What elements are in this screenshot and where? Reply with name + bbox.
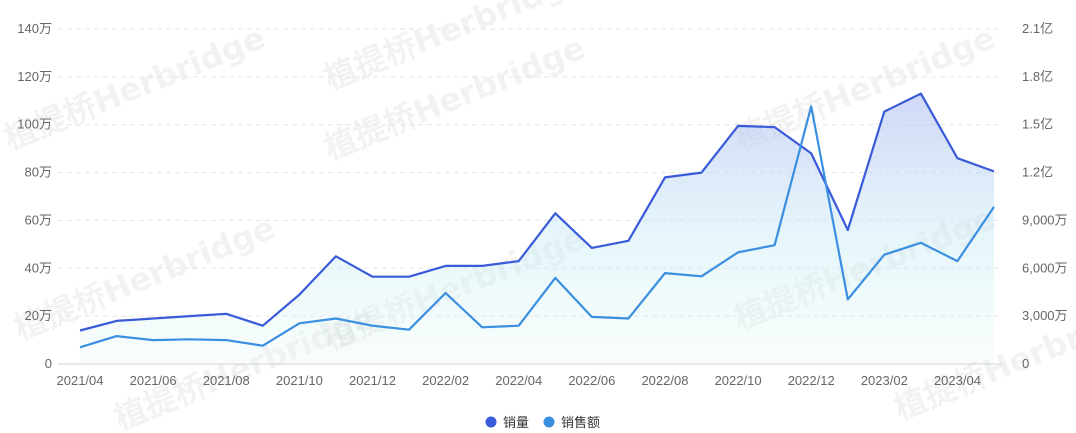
x-tick-label: 2021/04 bbox=[57, 373, 104, 388]
x-tick-label: 2023/02 bbox=[861, 373, 908, 388]
y-axis-left: 0 20万 40万 60万 80万 100万 120万 140万 bbox=[17, 21, 52, 371]
series-line-2[interactable] bbox=[79, 105, 995, 349]
area-layer bbox=[80, 93, 994, 364]
legend: 销量 销售额 bbox=[485, 415, 600, 430]
y-left-tick-label: 20万 bbox=[25, 308, 52, 323]
x-tick-label: 2022/10 bbox=[715, 373, 762, 388]
series-line-1[interactable] bbox=[79, 92, 995, 332]
legend-label-1[interactable]: 销量 bbox=[503, 415, 529, 430]
series-area-1 bbox=[80, 93, 994, 364]
x-tick-label: 2021/08 bbox=[203, 373, 250, 388]
y-right-tick-label: 9,000万 bbox=[1022, 212, 1068, 227]
watermark-text: 植提桥Herbridge bbox=[0, 18, 270, 157]
y-left-tick-label: 100万 bbox=[17, 117, 52, 132]
x-tick-label: 2021/06 bbox=[130, 373, 177, 388]
y-left-tick-label: 0 bbox=[45, 356, 52, 371]
x-tick-label: 2022/08 bbox=[641, 373, 688, 388]
x-tick-label: 2022/02 bbox=[422, 373, 469, 388]
y-left-tick-label: 40万 bbox=[25, 260, 52, 275]
line-layer bbox=[79, 92, 995, 349]
y-right-tick-label: 0 bbox=[1022, 356, 1029, 371]
y-left-tick-label: 80万 bbox=[25, 165, 52, 180]
x-tick-label: 2021/12 bbox=[349, 373, 396, 388]
y-right-tick-label: 2.1亿 bbox=[1022, 21, 1053, 36]
y-right-tick-label: 1.2亿 bbox=[1022, 165, 1053, 180]
x-tick-label: 2023/04 bbox=[934, 373, 981, 388]
x-axis: 2021/04 2021/06 2021/08 2021/10 2021/12 2022/… bbox=[57, 373, 981, 388]
y-right-tick-label: 6,000万 bbox=[1022, 260, 1068, 275]
x-tick-label: 2022/06 bbox=[568, 373, 615, 388]
y-right-tick-label: 1.8亿 bbox=[1022, 69, 1053, 84]
x-tick-label: 2021/10 bbox=[276, 373, 323, 388]
legend-marker-1[interactable] bbox=[485, 416, 497, 428]
y-axis-right: 0 3,000万 6,000万 9,000万 1.2亿 1.5亿 1.8亿 2.1亿 bbox=[1022, 21, 1068, 371]
x-tick-label: 2022/12 bbox=[788, 373, 835, 388]
y-left-tick-label: 140万 bbox=[17, 21, 52, 36]
legend-marker-2[interactable] bbox=[543, 416, 555, 428]
y-left-tick-label: 60万 bbox=[25, 212, 52, 227]
y-right-tick-label: 3,000万 bbox=[1022, 308, 1068, 323]
y-left-tick-label: 120万 bbox=[17, 69, 52, 84]
legend-label-2[interactable]: 销售额 bbox=[561, 415, 600, 430]
x-tick-label: 2022/04 bbox=[495, 373, 542, 388]
y-right-tick-label: 1.5亿 bbox=[1022, 117, 1053, 132]
